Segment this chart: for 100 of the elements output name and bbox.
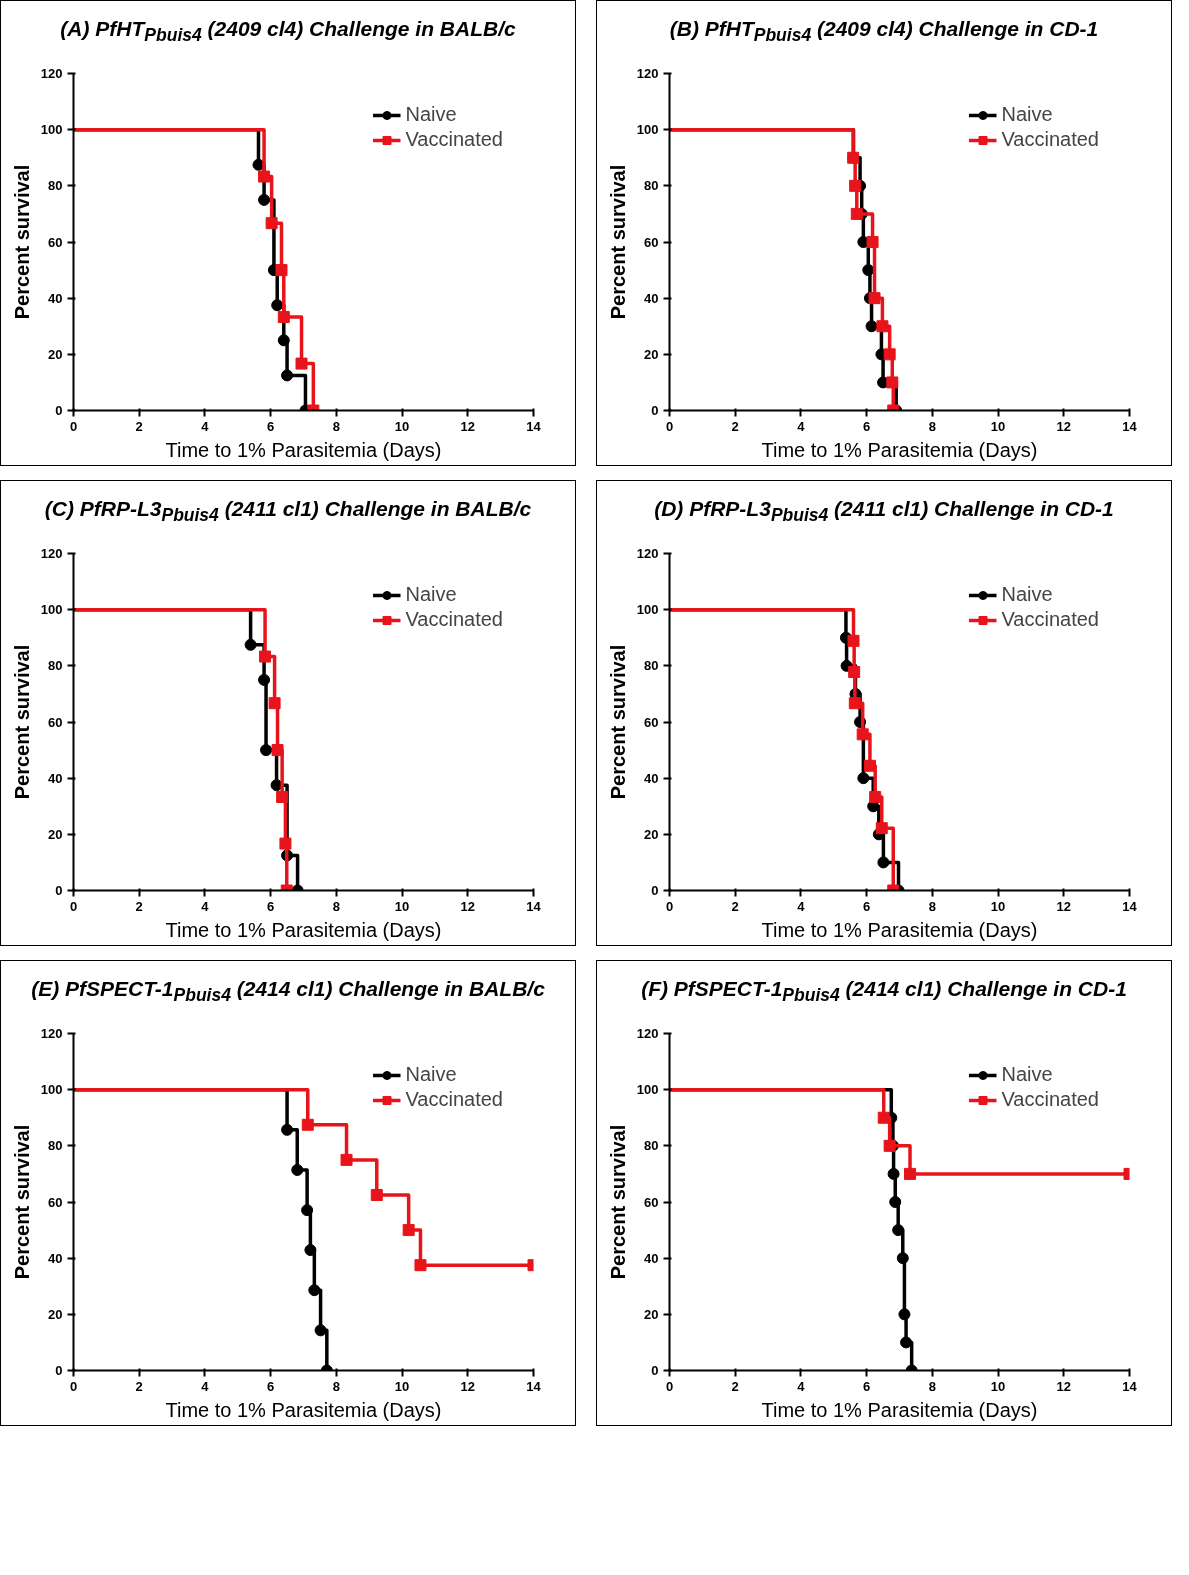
y-tick-label: 0 (651, 403, 659, 418)
legend-label: Vaccinated (1001, 608, 1099, 631)
x-tick-label: 8 (332, 418, 340, 434)
x-tick-label: 6 (267, 1378, 275, 1394)
y-tick-label: 120 (636, 546, 659, 561)
y-tick-label: 40 (644, 1250, 659, 1266)
x-axis-title: Time to 1% Parasitemia (Days) (761, 438, 1038, 461)
x-tick-label: 6 (863, 898, 871, 914)
y-tick-label: 60 (644, 234, 659, 250)
point (892, 1224, 905, 1237)
x-tick-label: 2 (731, 418, 739, 434)
point (340, 1153, 353, 1166)
y-tick-label: 100 (636, 122, 659, 138)
y-axis-title: Percent survival (606, 1124, 629, 1280)
y-tick-label: 40 (644, 290, 659, 306)
x-tick-label: 14 (1122, 1378, 1138, 1394)
point (848, 697, 861, 710)
x-tick-label: 0 (665, 1378, 674, 1394)
point (868, 292, 881, 305)
point (258, 673, 271, 686)
y-tick-label: 60 (644, 1194, 659, 1210)
legend-label: Vaccinated (405, 1088, 503, 1111)
x-tick-label: 8 (332, 898, 340, 914)
point (896, 1252, 909, 1265)
y-tick-label: 60 (644, 714, 659, 730)
point (277, 334, 290, 347)
y-tick-label: 20 (644, 346, 659, 362)
y-tick-label: 120 (636, 1026, 659, 1041)
legend-label: Naive (405, 103, 457, 126)
y-tick-label: 120 (40, 66, 63, 81)
point (402, 1224, 415, 1237)
x-tick-label: 10 (394, 898, 410, 914)
point (875, 822, 888, 835)
x-tick-label: 4 (797, 898, 806, 914)
x-tick-label: 4 (201, 898, 210, 914)
y-tick-label: 20 (48, 826, 63, 842)
point (900, 1336, 913, 1349)
y-axis-title: Percent survival (606, 164, 629, 320)
x-tick-label: 12 (460, 418, 476, 434)
y-axis-title: Percent survival (10, 1124, 33, 1280)
x-axis-title: Time to 1% Parasitemia (Days) (761, 1398, 1038, 1421)
chart-title: (F) PfSPECT-1$_{Pbuis4}$ (2414 cl1) Challenge in CD-1 (641, 977, 1127, 1006)
point (414, 1259, 427, 1272)
point (304, 1244, 317, 1257)
x-tick-label: 4 (201, 1378, 210, 1394)
point (259, 650, 272, 663)
point (295, 357, 308, 370)
x-tick-label: 4 (797, 1378, 806, 1394)
point (281, 1123, 294, 1136)
y-tick-label: 20 (644, 826, 659, 842)
x-tick-label: 12 (460, 1378, 476, 1394)
x-tick-label: 0 (665, 898, 674, 914)
y-axis-title: Percent survival (10, 164, 33, 320)
point (258, 170, 271, 183)
point (291, 1164, 304, 1176)
x-tick-label: 14 (1122, 418, 1138, 434)
point (370, 1188, 383, 1201)
x-tick-label: 8 (928, 898, 936, 914)
y-axis-title: Percent survival (606, 644, 629, 800)
point (886, 376, 899, 389)
x-tick-label: 0 (665, 418, 674, 434)
x-tick-label: 14 (526, 418, 542, 434)
legend-label: Vaccinated (405, 608, 503, 631)
point (275, 264, 288, 277)
point (904, 1167, 917, 1180)
y-tick-label: 40 (48, 770, 63, 786)
y-tick-label: 40 (48, 1250, 63, 1266)
x-axis-title: Time to 1% Parasitemia (Days) (165, 918, 442, 941)
y-tick-label: 60 (48, 714, 63, 730)
point (314, 1324, 327, 1337)
point (898, 1308, 911, 1321)
x-tick-label: 2 (731, 1378, 739, 1394)
y-tick-label: 60 (48, 1194, 63, 1210)
x-tick-label: 12 (1056, 1378, 1072, 1394)
y-tick-label: 80 (644, 178, 659, 194)
x-tick-label: 10 (394, 1378, 410, 1394)
x-tick-label: 0 (69, 1378, 78, 1394)
x-tick-label: 14 (526, 1378, 542, 1394)
y-tick-label: 120 (40, 546, 63, 561)
y-tick-label: 20 (48, 346, 63, 362)
x-tick-label: 2 (731, 898, 739, 914)
point (268, 697, 281, 710)
point (271, 744, 284, 757)
legend-label: Vaccinated (1001, 1088, 1099, 1111)
legend-label: Naive (1001, 103, 1053, 126)
point (883, 348, 896, 361)
legend-label: Naive (1001, 1063, 1053, 1086)
point (847, 634, 860, 647)
x-tick-label: 10 (990, 1378, 1006, 1394)
point (301, 1204, 314, 1217)
y-tick-label: 20 (48, 1306, 63, 1322)
y-tick-label: 0 (55, 883, 63, 898)
x-axis-title: Time to 1% Parasitemia (Days) (165, 1398, 442, 1421)
y-tick-label: 100 (636, 602, 659, 618)
point (865, 320, 878, 333)
y-tick-label: 0 (55, 403, 63, 418)
x-tick-label: 12 (460, 898, 476, 914)
x-tick-label: 8 (332, 1378, 340, 1394)
x-tick-label: 2 (135, 418, 143, 434)
x-tick-label: 12 (1056, 898, 1072, 914)
